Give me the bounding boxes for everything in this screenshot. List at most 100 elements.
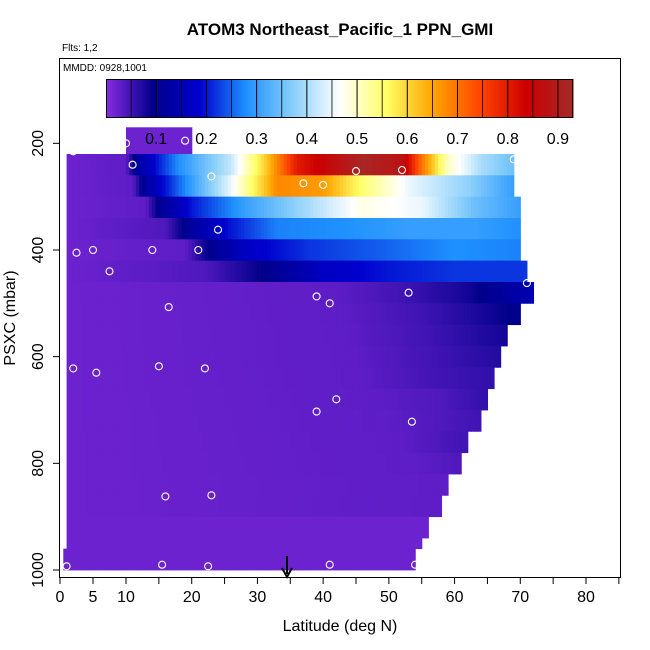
observation-point <box>105 267 114 276</box>
heat-cell <box>444 260 449 283</box>
heat-cell <box>145 196 150 219</box>
heat-cell <box>342 346 347 368</box>
heat-cell <box>382 346 387 368</box>
heat-cell <box>372 431 377 454</box>
heat-cell <box>303 388 308 411</box>
heat-cell <box>89 196 94 219</box>
heat-cell <box>178 154 183 176</box>
heat-cell <box>109 388 114 411</box>
heat-cell <box>155 495 160 518</box>
heat-cell <box>349 367 354 390</box>
heat-cell <box>93 495 97 518</box>
heat-cell <box>303 346 308 368</box>
colorbar-segment <box>146 79 150 118</box>
heat-cell <box>503 175 508 198</box>
heat-cell <box>451 196 456 219</box>
heat-cell <box>480 367 485 390</box>
x-tick-label: 40 <box>314 589 332 606</box>
x-tick-label: 60 <box>446 589 464 606</box>
heat-cell <box>257 175 262 198</box>
heat-cell <box>135 196 140 219</box>
heat-cell <box>254 154 259 176</box>
colorbar-segment <box>442 79 446 118</box>
colorbar-segment <box>409 79 413 118</box>
heat-cell <box>454 410 459 432</box>
heat-cell <box>158 282 163 304</box>
heat-cell <box>477 239 482 262</box>
heat-cell <box>142 196 147 219</box>
heat-cell <box>267 431 272 454</box>
heat-cell <box>326 175 331 198</box>
heat-cell <box>135 260 140 283</box>
heat-cell <box>270 452 275 475</box>
heat-cell <box>149 346 153 368</box>
heat-cell <box>290 538 295 550</box>
heat-cell <box>218 516 222 539</box>
heat-cell <box>280 495 285 518</box>
heat-cell <box>260 431 265 454</box>
colorbar-segment <box>504 79 508 118</box>
heat-cell <box>260 367 265 390</box>
heat-cell <box>273 346 278 368</box>
heat-cell <box>126 452 130 475</box>
colorbar-segment <box>144 79 148 118</box>
heat-cell <box>333 218 337 240</box>
heat-cell <box>241 538 245 550</box>
heat-cell <box>191 410 196 432</box>
colorbar-segment <box>321 79 325 118</box>
heat-cell <box>93 154 97 176</box>
heat-cell <box>356 431 360 454</box>
heat-cell <box>218 154 222 176</box>
heat-cell <box>398 282 403 304</box>
observation-point <box>522 279 531 288</box>
heat-cell <box>155 303 160 326</box>
heat-cell <box>290 239 295 262</box>
heat-cell <box>339 282 344 304</box>
heat-cell <box>395 324 400 347</box>
heat-cell <box>139 516 144 539</box>
heat-cell <box>132 282 137 304</box>
heat-cell <box>296 388 301 411</box>
heat-cell <box>149 367 153 390</box>
heat-cell <box>359 218 364 240</box>
heat-cell <box>168 495 173 518</box>
heat-cell <box>319 260 324 283</box>
heat-cell <box>336 495 341 518</box>
heat-cell <box>408 154 413 176</box>
heat-cell <box>490 175 495 198</box>
heat-cell <box>195 346 199 368</box>
heat-cell <box>434 410 439 432</box>
heat-cell <box>152 538 157 550</box>
heat-cell <box>145 346 150 368</box>
heat-cell <box>89 452 94 475</box>
heat-cell <box>204 516 209 539</box>
heat-cell <box>329 218 334 240</box>
heat-cell <box>490 239 495 262</box>
heat-cell <box>323 175 328 198</box>
heat-cell <box>471 154 475 176</box>
heat-cell <box>280 239 285 262</box>
heat-cell <box>214 154 219 176</box>
x-tick-label: 0 <box>56 589 65 606</box>
heat-cell <box>300 282 305 304</box>
heat-cell <box>165 282 170 304</box>
heat-cell <box>234 239 239 262</box>
heat-cell <box>438 388 443 411</box>
heat-cell <box>237 303 242 326</box>
heat-cell <box>102 431 107 454</box>
heat-cell <box>231 303 236 326</box>
heat-cell <box>165 516 170 539</box>
heat-cell <box>224 495 229 518</box>
heat-cell <box>106 260 111 283</box>
heat-cell <box>408 452 413 475</box>
heat-cell <box>264 175 268 198</box>
heat-cell <box>310 367 314 390</box>
heat-cell <box>431 431 436 454</box>
heat-cell <box>231 196 236 219</box>
heat-cell <box>415 367 420 390</box>
colorbar-segment <box>541 79 545 118</box>
colorbar-segment <box>549 79 553 118</box>
heat-cell <box>359 367 364 390</box>
colorbar-segment <box>343 79 346 118</box>
heat-cell <box>474 260 479 283</box>
